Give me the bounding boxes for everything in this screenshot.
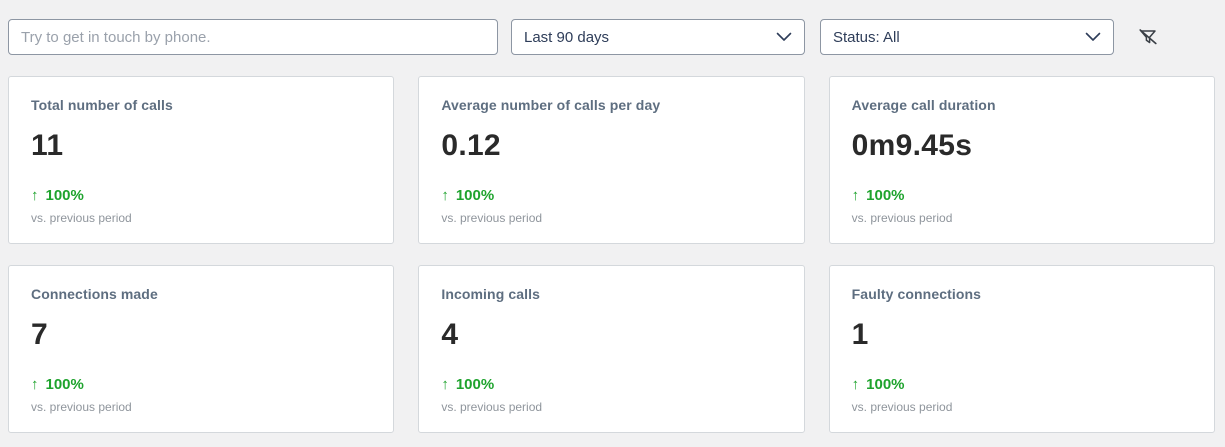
stat-change-percent: 100% xyxy=(455,187,495,204)
status-select[interactable]: Status: All xyxy=(820,19,1114,55)
chevron-down-icon xyxy=(776,32,792,41)
stat-title: Average number of calls per day xyxy=(441,97,661,113)
stat-value: 7 xyxy=(31,318,48,351)
stat-value: 0m9.45s xyxy=(851,129,973,162)
stat-card-total-calls: Total number of calls 11 ↑ 100% vs. prev… xyxy=(8,76,395,244)
arrow-up-icon: ↑ xyxy=(851,187,860,204)
stat-change-percent: 100% xyxy=(45,187,84,204)
stat-change: ↑ 100% xyxy=(31,376,371,393)
arrow-up-icon: ↑ xyxy=(31,187,39,204)
arrow-up-icon: ↑ xyxy=(441,376,449,393)
stat-card-connections-made: Connections made 7 ↑ 100% vs. previous p… xyxy=(8,265,395,433)
stat-compare: vs. previous period xyxy=(441,400,543,414)
stat-value: 1 xyxy=(851,318,869,351)
stat-change-percent: 100% xyxy=(455,376,495,393)
stat-value: 4 xyxy=(441,318,459,351)
stat-compare: vs. previous period xyxy=(851,211,953,225)
stat-title: Connections made xyxy=(31,286,158,302)
period-select[interactable]: Last 90 days xyxy=(511,19,805,55)
filter-bar: Last 90 days Status: All xyxy=(8,19,1215,55)
stat-change: ↑ 100% xyxy=(31,187,371,204)
stat-compare: vs. previous period xyxy=(441,211,543,225)
stat-change: ↑ 100% xyxy=(441,376,781,393)
stat-card-faulty-connections: Faulty connections 1 ↑ 100% vs. previous… xyxy=(828,265,1215,433)
stat-title: Faulty connections xyxy=(851,286,982,302)
stat-change-percent: 100% xyxy=(866,376,905,393)
stat-compare: vs. previous period xyxy=(31,400,132,414)
arrow-up-icon: ↑ xyxy=(441,187,449,204)
stat-change-percent: 100% xyxy=(866,187,905,204)
stat-change: ↑ 100% xyxy=(852,187,1192,204)
stat-title: Total number of calls xyxy=(31,97,173,113)
stat-title: Incoming calls xyxy=(441,286,540,302)
clear-filters-button[interactable] xyxy=(1133,22,1163,52)
period-select-value: Last 90 days xyxy=(524,28,610,46)
stat-value: 0.12 xyxy=(441,129,501,162)
stat-title: Average call duration xyxy=(851,97,996,113)
stat-card-avg-calls-per-day: Average number of calls per day 0.12 ↑ 1… xyxy=(418,76,805,244)
stat-change: ↑ 100% xyxy=(441,187,781,204)
stat-card-avg-call-duration: Average call duration 0m9.45s ↑ 100% vs.… xyxy=(828,76,1215,244)
status-select-value: Status: All xyxy=(833,28,900,46)
stat-card-incoming-calls: Incoming calls 4 ↑ 100% vs. previous per… xyxy=(418,265,805,433)
stat-value: 11 xyxy=(31,129,64,162)
search-input[interactable] xyxy=(8,19,498,55)
dashboard-page: Last 90 days Status: All Total number of… xyxy=(8,19,1215,433)
chevron-down-icon xyxy=(1085,32,1101,41)
stat-compare: vs. previous period xyxy=(31,211,132,225)
stat-change-percent: 100% xyxy=(45,376,84,393)
arrow-up-icon: ↑ xyxy=(851,376,860,393)
filter-off-icon xyxy=(1139,29,1157,45)
stat-compare: vs. previous period xyxy=(851,400,953,414)
stats-grid: Total number of calls 11 ↑ 100% vs. prev… xyxy=(8,76,1215,433)
arrow-up-icon: ↑ xyxy=(31,376,39,393)
stat-change: ↑ 100% xyxy=(852,376,1192,393)
